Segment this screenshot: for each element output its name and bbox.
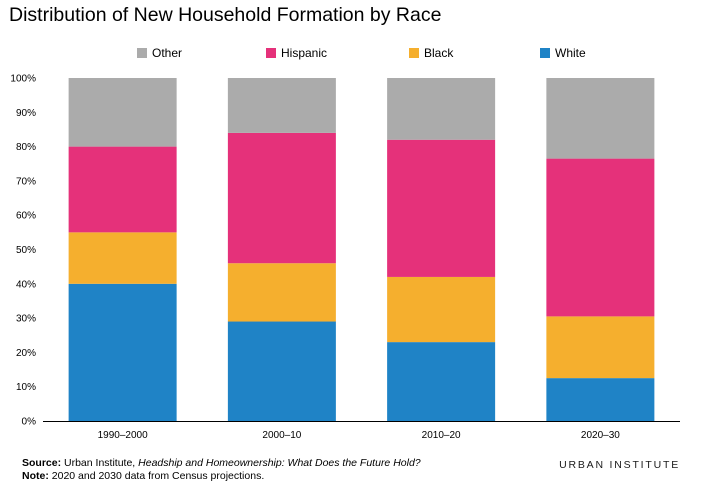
bar-other-0: [68, 78, 177, 147]
chart-title: Distribution of New Household Formation …: [9, 4, 442, 26]
y-tick-label: 80%: [16, 142, 36, 153]
x-tick-label: 2000–10: [262, 430, 301, 441]
y-tick-label: 60%: [16, 211, 36, 222]
legend-item-black: Black: [409, 46, 453, 60]
bar-hispanic-1: [227, 132, 336, 264]
bar-black-3: [546, 316, 655, 379]
bar-black-0: [68, 232, 177, 284]
legend-swatch-other: [137, 48, 147, 58]
note-text: 2020 and 2030 data from Census projectio…: [48, 470, 265, 482]
y-tick-label: 20%: [16, 348, 36, 359]
y-tick-label: 50%: [16, 245, 36, 256]
source-text: Urban Institute,: [61, 457, 139, 469]
stacked-bar-chart: 0% 10% 20% 30% 40% 50% 60% 70% 80% 90% 100% 1990–20…: [10, 74, 680, 441]
bar-other-3: [546, 78, 655, 159]
y-tick-label: 90%: [16, 108, 36, 119]
legend-label-black: Black: [424, 46, 454, 60]
legend-item-other: Other: [137, 46, 182, 60]
bar-black-1: [227, 263, 336, 322]
bar-hispanic-0: [68, 146, 177, 233]
legend-swatch-white: [540, 48, 550, 58]
x-tick-label: 2010–20: [422, 430, 461, 441]
bar-white-1: [227, 321, 336, 421]
note-label: Note:: [22, 470, 49, 482]
source-title: Headship and Homeownership: What Does th…: [138, 457, 421, 469]
legend-label-other: Other: [152, 46, 183, 60]
y-tick-label: 10%: [16, 382, 36, 393]
bar-black-2: [387, 276, 496, 343]
source-line: Source: Urban Institute, Headship and Ho…: [22, 457, 421, 470]
chart-footer: Source: Urban Institute, Headship and Ho…: [22, 457, 421, 483]
y-tick-label: 70%: [16, 176, 36, 187]
bar-hispanic-2: [387, 139, 496, 277]
y-tick-label: 100%: [10, 74, 36, 85]
legend-swatch-black: [409, 48, 419, 58]
source-label: Source:: [22, 457, 62, 469]
bar-other-1: [227, 78, 336, 133]
urban-institute-logo: URBAN INSTITUTE: [559, 459, 680, 471]
y-tick-label: 40%: [16, 279, 36, 290]
y-tick-label: 30%: [16, 314, 36, 325]
legend-item-hispanic: Hispanic: [266, 46, 327, 60]
y-tick-label: 0%: [22, 417, 37, 428]
bar-white-2: [387, 342, 496, 421]
chart-legend: Other Hispanic Black White: [0, 46, 705, 62]
bar-white-0: [68, 283, 177, 421]
bar-white-3: [546, 378, 655, 421]
legend-swatch-hispanic: [266, 48, 276, 58]
note-line: Note: 2020 and 2030 data from Census pro…: [22, 470, 421, 483]
bar-other-2: [387, 78, 496, 140]
bar-hispanic-3: [546, 158, 655, 317]
legend-label-hispanic: Hispanic: [281, 46, 328, 60]
x-tick-label: 2020–30: [581, 430, 620, 441]
x-tick-label: 1990–2000: [98, 430, 148, 441]
legend-item-white: White: [540, 46, 586, 60]
legend-label-white: White: [555, 46, 586, 60]
